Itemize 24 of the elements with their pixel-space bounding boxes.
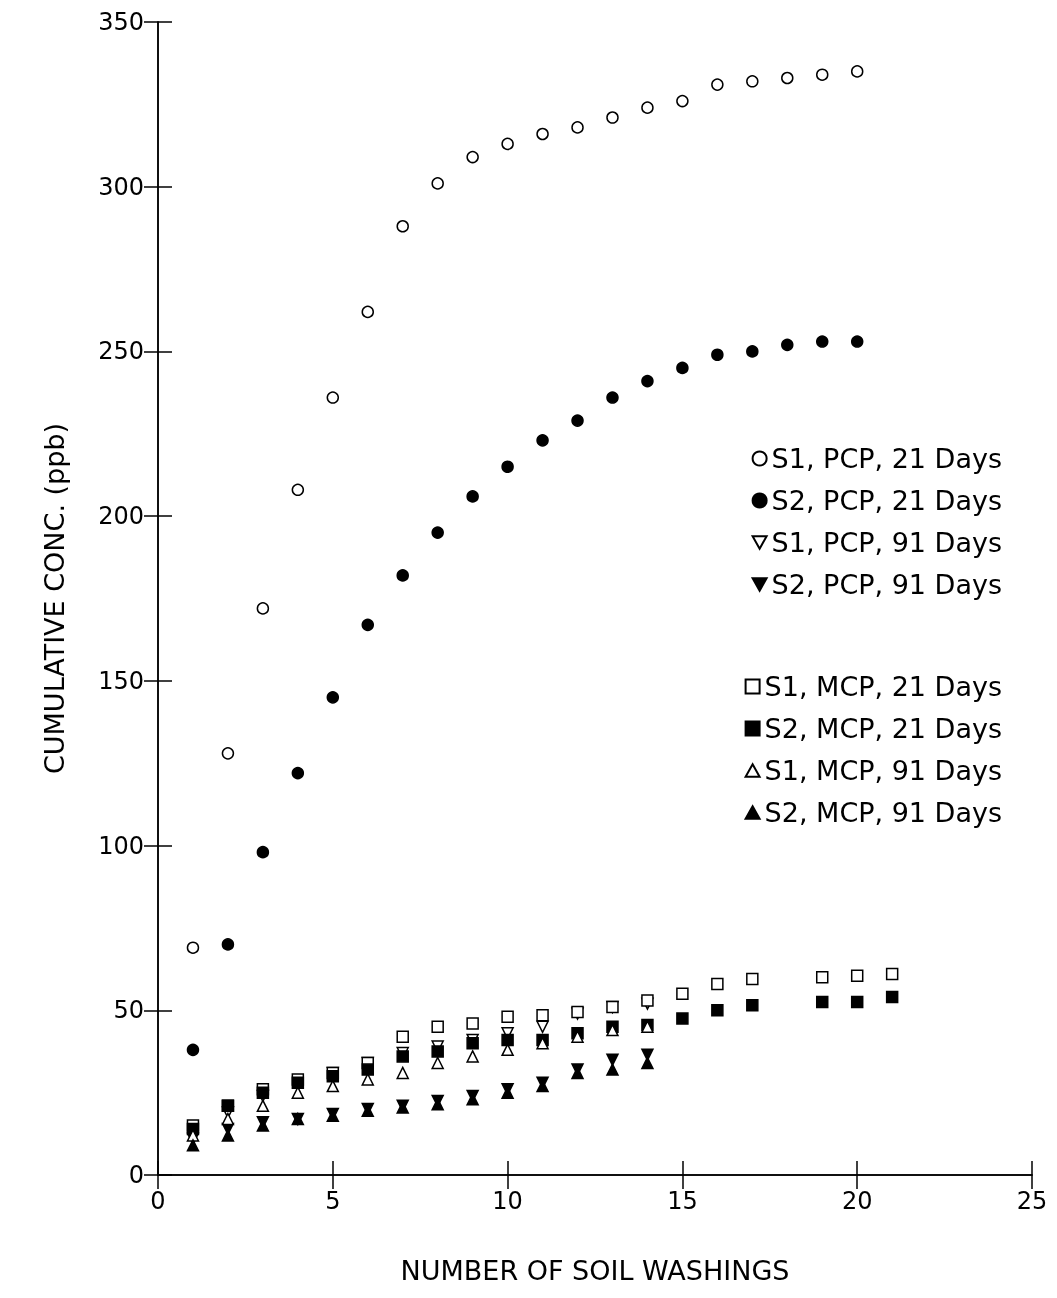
x-axis-title: NUMBER OF SOIL WASHINGS [400, 1255, 790, 1286]
x-tick-label: 10 [492, 1187, 523, 1215]
y-tick-label: 150 [98, 666, 144, 695]
x-tick-label: 20 [841, 1187, 873, 1215]
y-tick-label: 0 [128, 1161, 144, 1189]
y-tick-label: 300 [98, 172, 144, 201]
legend-label: S2, MCP, 91 Days [764, 797, 1003, 828]
legend-label: S1, PCP, 21 Days [771, 443, 1003, 474]
y-tick-label: 350 [98, 8, 144, 36]
y-tick-label: 200 [98, 502, 144, 531]
y-axis-title: CUMULATIVE CONC. (ppb) [39, 422, 70, 775]
x-tick-label: 0 [150, 1187, 166, 1215]
x-tick-label: 5 [325, 1187, 341, 1215]
legend-label: S1, MCP, 91 Days [764, 755, 1003, 786]
legend-label: S1, PCP, 91 Days [771, 527, 1003, 558]
legend-label: S2, PCP, 91 Days [771, 569, 1003, 600]
y-tick-label: 50 [113, 996, 144, 1025]
y-tick-label: 100 [98, 831, 144, 860]
legend-label: S1, MCP, 21 Days [764, 671, 1003, 702]
x-tick-label: 25 [1016, 1187, 1048, 1215]
x-tick-label: 15 [667, 1187, 698, 1215]
y-tick-label: 250 [98, 337, 144, 366]
legend-label: S2, PCP, 21 Days [771, 485, 1003, 516]
legend-label: S2, MCP, 21 Days [764, 713, 1003, 744]
